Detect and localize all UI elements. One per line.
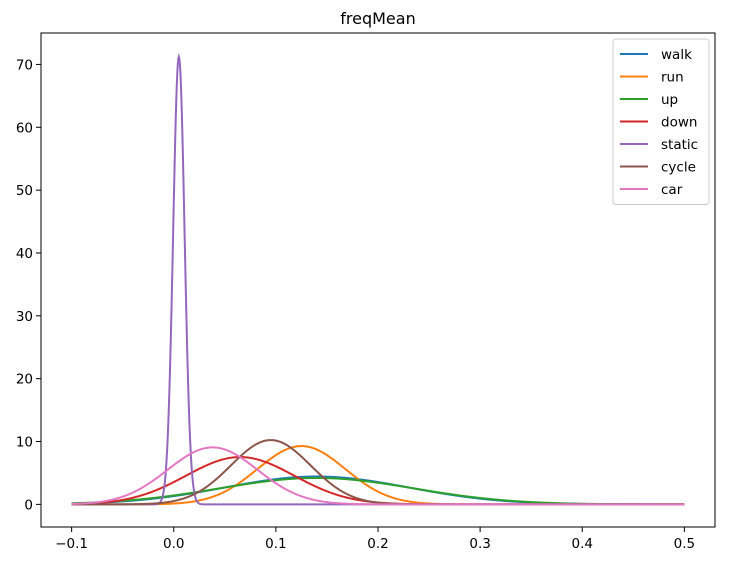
legend: walk run up down static cycle car xyxy=(612,38,710,205)
y-tick-label: 60 xyxy=(16,120,33,136)
legend-label-walk: walk xyxy=(661,47,692,63)
y-tick-label: 30 xyxy=(16,309,33,325)
legend-label-run: run xyxy=(661,70,684,86)
x-tick-label: 0.3 xyxy=(469,536,490,552)
y-tick-label: 20 xyxy=(16,372,33,388)
series-line-car xyxy=(71,446,685,506)
y-tick-label: 0 xyxy=(24,497,33,513)
legend-label-car: car xyxy=(661,182,683,198)
x-tick-label: 0.4 xyxy=(572,536,593,552)
x-tick-label: 0.0 xyxy=(163,536,184,552)
plot-lines xyxy=(71,52,685,506)
y-tick-label: 50 xyxy=(16,183,33,199)
series-line-static xyxy=(71,52,685,506)
y-tick-label: 40 xyxy=(16,246,33,262)
y-tick-label: 70 xyxy=(16,57,33,73)
legend-label-up: up xyxy=(661,92,678,108)
x-tick-label: 0.5 xyxy=(674,536,695,552)
legend-box xyxy=(612,38,710,205)
x-tick-label: 0.2 xyxy=(367,536,388,552)
legend-label-static: static xyxy=(661,137,698,153)
legend-label-down: down xyxy=(661,115,697,131)
x-tick-label: −0.1 xyxy=(55,536,88,552)
y-axis-ticks: 0 10 20 30 40 50 60 70 xyxy=(16,57,41,513)
x-tick-label: 0.1 xyxy=(265,536,286,552)
y-tick-label: 10 xyxy=(16,435,33,451)
legend-label-cycle: cycle xyxy=(661,160,696,176)
x-axis-ticks: −0.1 0.0 0.1 0.2 0.3 0.4 0.5 xyxy=(55,527,695,552)
chart-title: freqMean xyxy=(340,9,415,28)
